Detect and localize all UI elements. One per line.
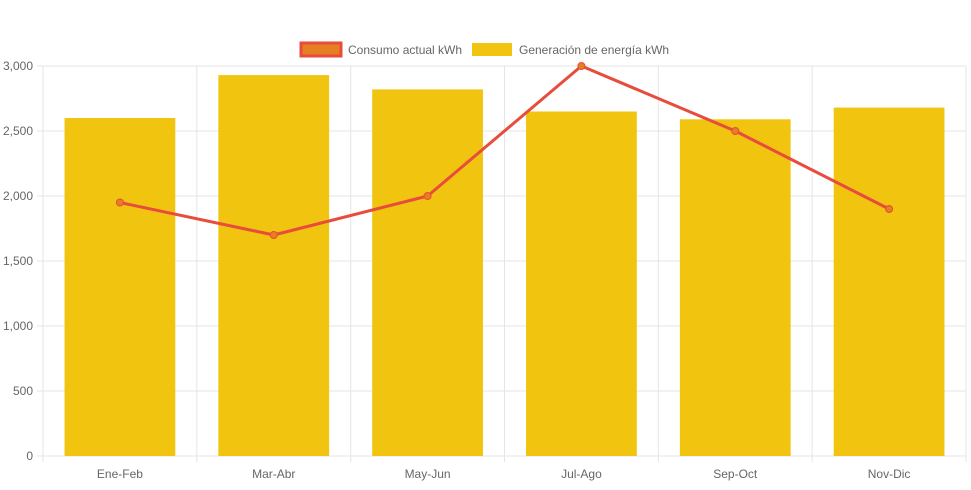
bar-generacion [218,75,330,456]
bar-generacion [833,107,945,456]
legend-swatch-generacion [472,43,512,56]
bar-generacion [64,118,176,456]
bar-generacion [372,89,483,457]
line-series [115,62,894,239]
bar-series [64,75,945,457]
x-tick-label: May-Jun [405,467,451,481]
y-tick-label: 2,000 [3,189,33,203]
bar-generacion [679,119,791,457]
bar-generacion [526,111,637,456]
legend-swatch-consumo [299,41,343,58]
x-tick-label: Sep-Oct [713,467,758,481]
point-consumo [577,62,586,70]
y-tick-label: 1,500 [3,254,33,268]
y-tick-label: 1,000 [3,319,33,333]
legend-item-generacion[interactable]: Generación de energía kWh [472,43,669,57]
legend-label-consumo: Consumo actual kWh [348,43,462,57]
legend-item-consumo[interactable]: Consumo actual kWh [299,41,462,58]
point-consumo [423,192,432,200]
y-tick-label: 0 [26,449,33,463]
y-tick-label: 3,000 [3,59,33,73]
legend-label-generacion: Generación de energía kWh [519,43,669,57]
legend[interactable]: Consumo actual kWh Generación de energía… [299,41,669,58]
x-axis-ticks: Ene-Feb Mar-Abr May-Jun Jul-Ago Sep-Oct Nov-D… [97,467,911,481]
y-tick-label: 2,500 [3,124,33,138]
point-consumo [731,127,740,135]
point-consumo [885,205,894,213]
x-tick-label: Mar-Abr [252,467,295,481]
x-tick-label: Jul-Ago [561,467,602,481]
x-tick-label: Ene-Feb [97,467,143,481]
y-axis-ticks: 0 500 1,000 1,500 2,000 2,500 3,000 [3,59,33,463]
y-tick-label: 500 [13,384,33,398]
gridlines [37,65,967,462]
line-consumo [119,64,890,237]
point-consumo [269,231,278,239]
x-tick-label: Nov-Dic [868,467,911,481]
point-consumo [115,198,124,207]
